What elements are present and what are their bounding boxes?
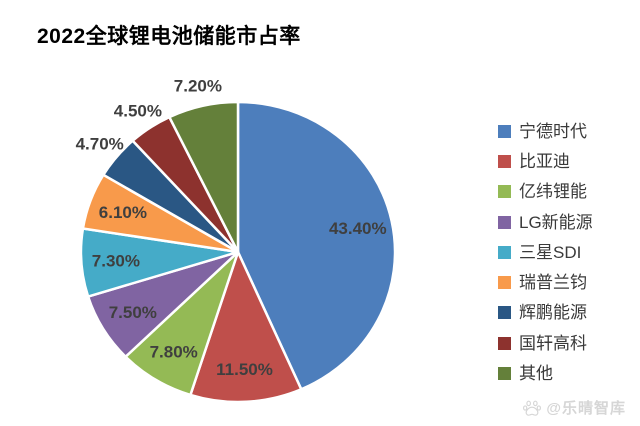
slice-label-8: 7.20% bbox=[174, 76, 222, 95]
legend-item-1: 比亚迪 bbox=[498, 146, 593, 176]
watermark: @乐晴智库 bbox=[522, 397, 626, 418]
pie-slice-0 bbox=[236, 100, 397, 391]
slice-label-5: 6.10% bbox=[99, 203, 147, 222]
legend-marker-icon bbox=[498, 336, 511, 350]
chart-title: 2022全球锂电池储能市占率 bbox=[37, 25, 301, 48]
legend-item-8: 其他 bbox=[498, 358, 593, 388]
legend-label: 辉鹏能源 bbox=[519, 303, 587, 323]
watermark-text: @乐晴智库 bbox=[546, 400, 626, 417]
slice-label-1: 11.50% bbox=[216, 360, 273, 379]
legend-marker-icon bbox=[498, 367, 511, 381]
slice-label-3: 7.50% bbox=[109, 303, 157, 322]
legend-marker-icon bbox=[498, 306, 511, 320]
legend-marker-icon bbox=[498, 245, 511, 259]
pie-slice-8 bbox=[168, 100, 240, 254]
legend-marker-icon bbox=[498, 215, 511, 229]
legend: 宁德时代比亚迪亿纬锂能 LG新能源三星SDI 瑞普兰钧辉鹏能源国轩高科其他 bbox=[498, 116, 593, 389]
legend-label: 比亚迪 bbox=[519, 151, 570, 171]
slice-label-2: 7.80% bbox=[150, 343, 198, 362]
legend-label: 宁德时代 bbox=[519, 121, 587, 141]
slice-label-7: 4.50% bbox=[114, 101, 162, 120]
legend-label: 三星SDI bbox=[519, 242, 582, 262]
legend-label: 国轩高科 bbox=[519, 333, 587, 353]
legend-item-2: 亿纬锂能 bbox=[498, 177, 593, 207]
paw-icon bbox=[522, 398, 542, 418]
legend-item-3: LG新能源 bbox=[498, 207, 593, 237]
slice-label-0: 43.40% bbox=[329, 219, 387, 238]
legend-item-4: 三星SDI bbox=[498, 237, 593, 267]
legend-marker-icon bbox=[498, 276, 511, 290]
legend-item-7: 国轩高科 bbox=[498, 328, 593, 358]
legend-label: 其他 bbox=[519, 364, 553, 384]
legend-item-5: 瑞普兰钧 bbox=[498, 267, 593, 297]
slice-label-6: 4.70% bbox=[76, 134, 124, 153]
legend-label: 亿纬锂能 bbox=[519, 182, 587, 202]
legend-item-6: 辉鹏能源 bbox=[498, 298, 593, 328]
slice-label-4: 7.30% bbox=[92, 251, 140, 270]
legend-item-0: 宁德时代 bbox=[498, 116, 593, 146]
legend-marker-icon bbox=[498, 124, 511, 138]
legend-marker-icon bbox=[498, 154, 511, 168]
legend-label: LG新能源 bbox=[519, 212, 593, 232]
pie-slice-1 bbox=[189, 250, 303, 404]
legend-marker-icon bbox=[498, 185, 511, 199]
legend-label: 瑞普兰钧 bbox=[519, 273, 587, 293]
